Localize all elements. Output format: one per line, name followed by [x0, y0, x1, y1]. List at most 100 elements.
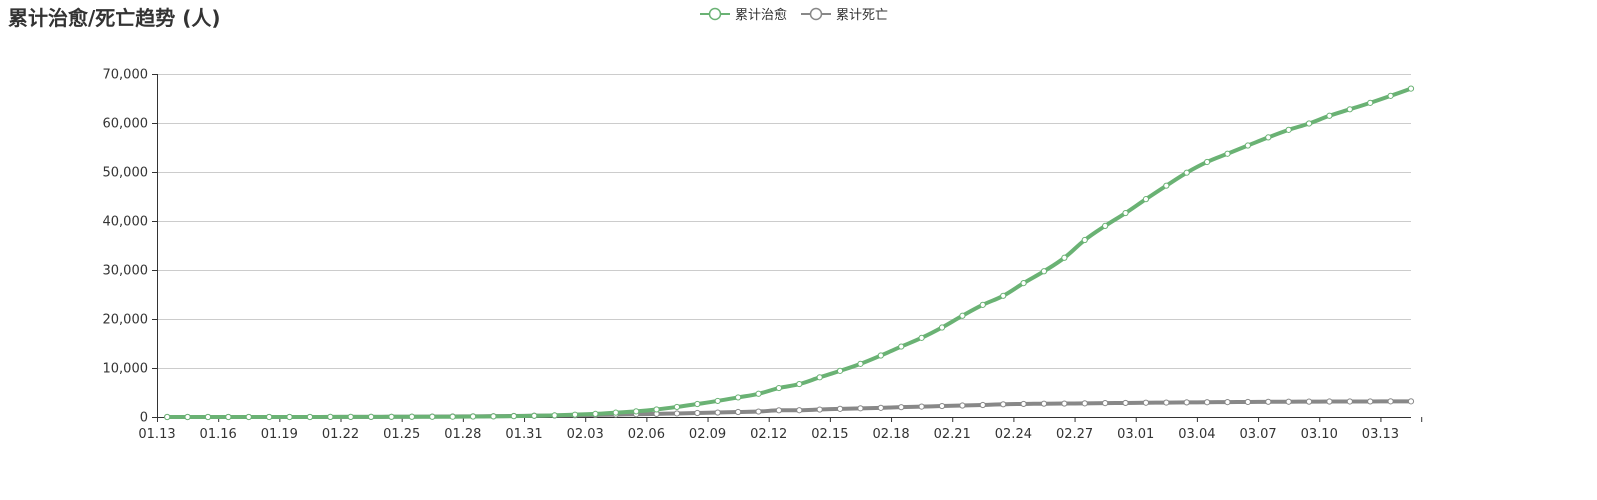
data-point-recovered[interactable]: [571, 411, 579, 418]
data-point-recovered[interactable]: [1244, 142, 1251, 149]
data-point-recovered[interactable]: [592, 410, 599, 417]
data-point-recovered[interactable]: [1081, 236, 1088, 244]
data-point-recovered[interactable]: [510, 413, 517, 420]
data-point-recovered[interactable]: [653, 406, 660, 413]
data-point-recovered[interactable]: [1285, 126, 1292, 133]
data-point-deaths[interactable]: [714, 409, 721, 416]
data-point-recovered[interactable]: [204, 413, 212, 421]
data-point-recovered[interactable]: [775, 384, 783, 392]
data-point-deaths[interactable]: [877, 404, 884, 411]
data-point-deaths[interactable]: [918, 403, 925, 410]
data-point-deaths[interactable]: [1387, 398, 1394, 405]
data-point-deaths[interactable]: [1367, 398, 1374, 405]
data-point-recovered[interactable]: [836, 367, 844, 374]
data-point-recovered[interactable]: [694, 400, 701, 408]
data-point-recovered[interactable]: [1142, 196, 1150, 203]
data-point-recovered[interactable]: [1061, 254, 1068, 261]
data-point-recovered[interactable]: [347, 413, 354, 420]
data-point-deaths[interactable]: [1020, 400, 1027, 408]
data-point-recovered[interactable]: [898, 343, 905, 350]
data-point-recovered[interactable]: [306, 413, 314, 421]
data-point-recovered[interactable]: [735, 394, 742, 401]
data-point-recovered[interactable]: [1122, 209, 1129, 217]
data-point-recovered[interactable]: [551, 412, 558, 419]
data-point-recovered[interactable]: [612, 409, 619, 416]
data-point-deaths[interactable]: [1224, 398, 1231, 406]
data-point-recovered[interactable]: [1224, 150, 1231, 157]
data-point-deaths[interactable]: [1122, 399, 1129, 407]
data-point-deaths[interactable]: [938, 402, 946, 410]
data-point-recovered[interactable]: [1204, 158, 1211, 166]
data-point-deaths[interactable]: [1346, 398, 1353, 405]
data-point-deaths[interactable]: [836, 405, 844, 412]
legend-item-deaths[interactable]: 累计死亡: [801, 4, 888, 23]
data-point-recovered[interactable]: [673, 403, 681, 411]
data-point-recovered[interactable]: [184, 413, 191, 421]
data-point-deaths[interactable]: [755, 408, 762, 415]
data-point-recovered[interactable]: [368, 413, 375, 420]
data-point-deaths[interactable]: [816, 406, 823, 413]
data-point-recovered[interactable]: [429, 413, 436, 420]
data-point-recovered[interactable]: [490, 413, 497, 420]
data-point-recovered[interactable]: [1305, 120, 1313, 127]
data-point-recovered[interactable]: [1367, 99, 1374, 106]
data-point-recovered[interactable]: [796, 380, 803, 388]
data-point-recovered[interactable]: [938, 324, 946, 331]
data-point-deaths[interactable]: [1040, 400, 1048, 407]
data-point-recovered[interactable]: [1163, 182, 1170, 189]
data-point-recovered[interactable]: [1387, 92, 1394, 99]
data-point-deaths[interactable]: [775, 407, 783, 414]
data-point-deaths[interactable]: [694, 409, 701, 417]
legend-item-recovered[interactable]: 累计治愈: [700, 4, 787, 23]
data-point-deaths[interactable]: [959, 402, 966, 409]
data-point-deaths[interactable]: [1183, 399, 1190, 406]
data-point-recovered[interactable]: [164, 413, 171, 421]
data-point-deaths[interactable]: [1407, 398, 1415, 405]
data-point-deaths[interactable]: [796, 407, 803, 414]
data-point-recovered[interactable]: [449, 413, 456, 420]
data-point-deaths[interactable]: [1244, 398, 1251, 406]
data-point-deaths[interactable]: [735, 408, 742, 416]
data-point-deaths[interactable]: [1102, 400, 1109, 407]
data-point-recovered[interactable]: [857, 360, 864, 367]
data-point-deaths[interactable]: [1142, 399, 1150, 406]
data-point-deaths[interactable]: [1265, 398, 1272, 405]
data-point-deaths[interactable]: [1000, 401, 1007, 408]
data-point-recovered[interactable]: [959, 312, 966, 319]
data-point-deaths[interactable]: [1305, 398, 1313, 405]
data-point-recovered[interactable]: [755, 390, 762, 397]
data-point-deaths[interactable]: [898, 404, 905, 411]
data-point-deaths[interactable]: [857, 405, 864, 412]
data-point-deaths[interactable]: [1081, 400, 1088, 407]
data-point-recovered[interactable]: [327, 413, 334, 420]
data-point-recovered[interactable]: [1040, 268, 1048, 275]
data-point-recovered[interactable]: [1265, 134, 1272, 141]
data-point-recovered[interactable]: [1102, 222, 1109, 229]
data-point-recovered[interactable]: [245, 413, 252, 421]
data-point-recovered[interactable]: [633, 408, 640, 415]
data-point-recovered[interactable]: [1000, 292, 1007, 299]
data-point-recovered[interactable]: [225, 413, 232, 421]
data-point-recovered[interactable]: [1407, 85, 1415, 92]
data-point-recovered[interactable]: [979, 301, 986, 308]
data-point-recovered[interactable]: [531, 412, 538, 419]
data-point-deaths[interactable]: [979, 401, 986, 409]
data-point-deaths[interactable]: [673, 410, 681, 417]
data-point-recovered[interactable]: [1326, 112, 1333, 119]
data-point-recovered[interactable]: [877, 352, 884, 359]
data-point-recovered[interactable]: [816, 374, 823, 381]
data-point-recovered[interactable]: [388, 413, 395, 420]
data-point-recovered[interactable]: [714, 397, 721, 405]
data-point-recovered[interactable]: [1346, 106, 1353, 113]
data-point-recovered[interactable]: [286, 413, 293, 421]
data-point-recovered[interactable]: [1020, 280, 1027, 287]
data-point-deaths[interactable]: [1163, 399, 1170, 406]
data-point-deaths[interactable]: [1285, 398, 1292, 405]
data-point-recovered[interactable]: [469, 413, 477, 420]
data-point-recovered[interactable]: [918, 334, 925, 341]
data-point-recovered[interactable]: [1183, 169, 1190, 176]
data-point-deaths[interactable]: [1061, 400, 1068, 407]
data-point-recovered[interactable]: [266, 413, 273, 421]
data-point-recovered[interactable]: [408, 413, 415, 420]
data-point-deaths[interactable]: [1326, 398, 1333, 405]
